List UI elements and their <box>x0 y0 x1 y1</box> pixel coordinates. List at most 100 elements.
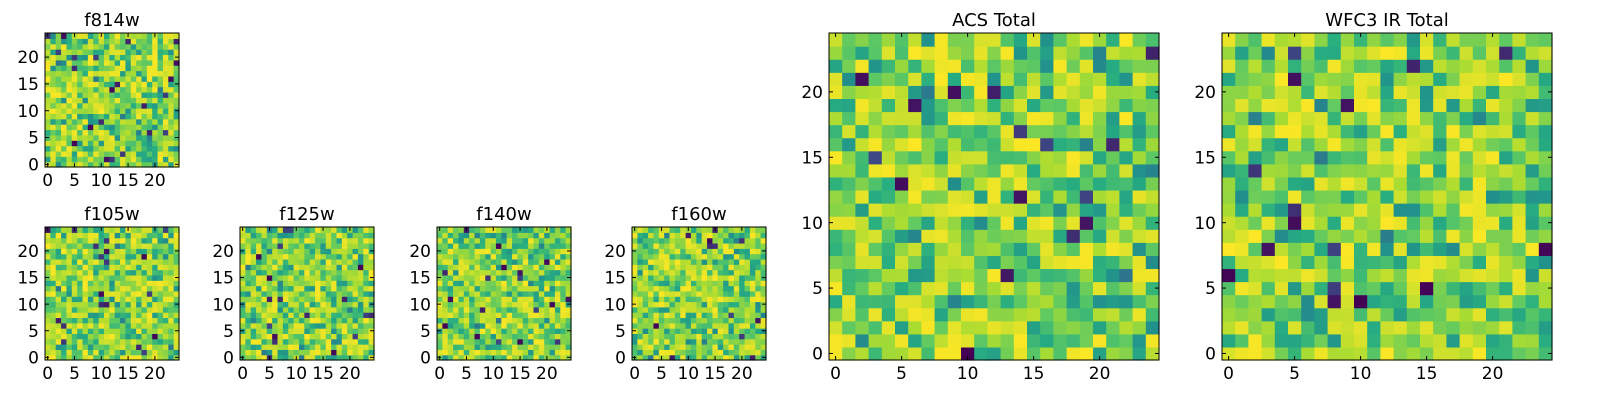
heatmap-cell <box>458 274 465 281</box>
heatmap-cell <box>1340 242 1355 256</box>
heatmap-cell <box>749 354 756 361</box>
heatmap-cell <box>755 285 762 292</box>
heatmap-cell <box>168 349 175 356</box>
heatmap-cell <box>71 242 78 249</box>
heatmap-cell <box>146 338 153 345</box>
heatmap-cell <box>544 280 551 287</box>
heatmap-cell <box>87 227 94 233</box>
heatmap-cell <box>168 49 175 56</box>
heatmap-cell <box>162 338 169 345</box>
heatmap-cell <box>961 111 975 126</box>
heatmap-cell <box>855 203 870 217</box>
heatmap-cell <box>1093 255 1107 270</box>
heatmap-cell <box>157 349 164 356</box>
heatmap-cell <box>336 301 343 308</box>
heatmap-cell <box>1499 229 1513 243</box>
heatmap-cell <box>987 163 1002 178</box>
heatmap-cell <box>61 269 68 276</box>
heatmap-cell <box>717 227 724 233</box>
heatmap-cell <box>707 296 713 303</box>
heatmap-cell <box>739 274 746 281</box>
heatmap-cell <box>1433 242 1447 256</box>
heatmap-cell <box>331 280 338 287</box>
heatmap-cell <box>298 232 305 239</box>
heatmap-cell <box>168 322 175 329</box>
heatmap-cell <box>1380 33 1395 47</box>
heatmap-cell <box>120 33 126 39</box>
heatmap-cell <box>690 258 697 265</box>
heatmap-cell <box>152 237 159 244</box>
heatmap-cell <box>442 258 449 265</box>
heatmap-cell <box>1446 255 1461 270</box>
heatmap-cell <box>120 227 126 233</box>
heatmap-cell <box>506 338 513 345</box>
heatmap-cell <box>1327 137 1342 152</box>
heatmap-cell <box>368 232 375 239</box>
heatmap-cell <box>1538 137 1553 152</box>
heatmap-cell <box>868 346 883 361</box>
heatmap-cell <box>77 140 84 147</box>
heatmap-cell <box>1486 150 1500 165</box>
heatmap-cell <box>293 237 300 244</box>
heatmap-cell <box>895 98 909 113</box>
heatmap-cell <box>1380 333 1395 348</box>
heatmap-cell <box>130 237 137 244</box>
heatmap-cell <box>103 75 110 82</box>
heatmap-cell <box>881 111 896 126</box>
heatmap-cell <box>490 264 497 271</box>
heatmap-cell <box>1406 150 1421 165</box>
heatmap-cell <box>77 91 84 98</box>
heatmap-cell <box>77 75 84 82</box>
heatmap-cell <box>282 227 289 233</box>
heatmap-cell <box>245 248 252 255</box>
heatmap-cell <box>136 258 143 265</box>
heatmap-cell <box>71 38 78 45</box>
heatmap-cell <box>560 306 567 313</box>
heatmap-cell <box>855 229 870 243</box>
heatmap-cell <box>637 269 644 276</box>
heatmap-cell <box>469 227 476 233</box>
heatmap-cell <box>701 290 708 297</box>
heatmap-cell <box>1000 46 1015 60</box>
heatmap-cell <box>538 242 545 249</box>
heatmap-cell <box>1132 255 1147 270</box>
heatmap-cell <box>1459 85 1474 99</box>
heatmap-cell <box>447 328 454 334</box>
heatmap-image <box>240 227 375 361</box>
heatmap-cell <box>50 43 57 50</box>
heatmap-cell <box>522 328 529 334</box>
heatmap-cell <box>341 248 348 255</box>
heatmap-cell <box>554 248 561 255</box>
heatmap-cell <box>114 242 121 249</box>
heatmap-cell <box>680 338 687 345</box>
heatmap-cell <box>1499 137 1513 152</box>
heatmap-cell <box>664 258 671 265</box>
heatmap-cell <box>723 264 730 271</box>
heatmap-cell <box>934 176 949 191</box>
heatmap-cell <box>1132 281 1147 296</box>
heatmap-cell <box>130 328 137 334</box>
heatmap-cell <box>1525 307 1540 322</box>
heatmap-cell <box>947 111 962 126</box>
heatmap-cell <box>168 269 175 276</box>
heatmap-cell <box>544 274 551 281</box>
heatmap-cell <box>463 232 470 239</box>
heatmap-cell <box>533 306 540 313</box>
heatmap-cell <box>1367 333 1381 348</box>
heatmap-cell <box>447 290 454 297</box>
heatmap-cell <box>315 285 321 292</box>
heatmap-cell <box>1106 85 1120 99</box>
heatmap-cell <box>168 161 175 168</box>
heatmap-cell <box>512 264 518 271</box>
heatmap-cell <box>921 268 936 283</box>
heatmap-cell <box>1261 189 1276 204</box>
heatmap-cell <box>120 91 126 98</box>
heatmap-cell <box>544 269 551 276</box>
heatmap-cell <box>458 248 465 255</box>
heatmap-cell <box>282 274 289 281</box>
heatmap-cell <box>674 344 681 350</box>
heatmap-cell <box>453 312 460 319</box>
heatmap-cell <box>517 285 524 292</box>
heatmap-cell <box>93 280 100 287</box>
heatmap-cell <box>1406 189 1421 204</box>
